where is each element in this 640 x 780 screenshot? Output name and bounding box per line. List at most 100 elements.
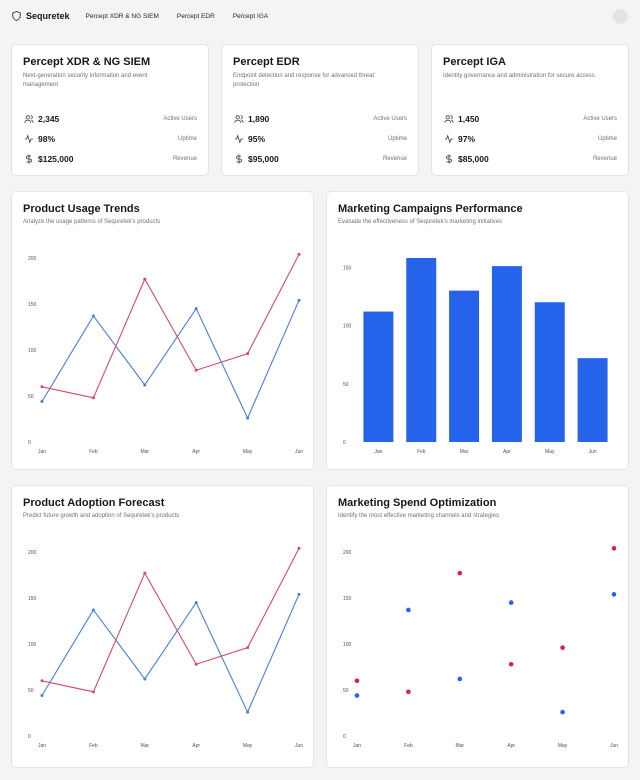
bar[interactable] (363, 311, 394, 442)
x-tick-label: May (558, 743, 568, 749)
data-point[interactable] (246, 416, 250, 420)
x-tick-label: Jun (295, 743, 303, 749)
data-point[interactable] (194, 368, 198, 372)
data-point[interactable] (143, 383, 147, 387)
stat-value: 1,890 (248, 114, 270, 124)
data-point[interactable] (508, 661, 514, 667)
brand-name: Sequretek (26, 11, 70, 21)
stat-uptime: 98% Uptime (23, 133, 197, 145)
data-point[interactable] (354, 678, 360, 684)
data-point[interactable] (91, 396, 95, 400)
stat-active-users: 2,345 Active Users (23, 113, 197, 125)
data-point[interactable] (297, 546, 301, 550)
bar[interactable] (449, 290, 480, 442)
data-point[interactable] (457, 570, 463, 576)
data-point[interactable] (194, 307, 198, 311)
chart-title: Product Adoption Forecast (23, 497, 165, 509)
chart-subtitle: Identify the most effective marketing ch… (338, 513, 499, 519)
data-point[interactable] (91, 314, 95, 318)
data-point[interactable] (40, 400, 44, 404)
product-card-edr: Percept EDR Endpoint detection and respo… (221, 44, 419, 176)
data-point[interactable] (297, 298, 301, 302)
data-point[interactable] (406, 689, 411, 695)
data-point[interactable] (297, 592, 301, 596)
chart-subtitle: Evaluate the effectiveness of Sequretek'… (338, 219, 503, 225)
series-line (41, 594, 300, 714)
bar[interactable] (577, 358, 608, 442)
y-tick-label: 0 (28, 734, 31, 740)
data-point[interactable] (611, 546, 617, 551)
adoption-forecast-chart: 0 50 100 150 200 Jan Feb Mar Apr May Jun (28, 546, 303, 749)
nav-link-xdr[interactable]: Percept XDR & NG SIEM (85, 12, 159, 20)
nav-link-iga[interactable]: Percept IGA (232, 12, 269, 20)
stat-label: Revenue (382, 156, 407, 162)
stat-label: Uptime (177, 136, 197, 142)
chart-title: Marketing Spend Optimization (338, 497, 497, 509)
x-tick-label: May (545, 449, 555, 455)
x-tick-label: Mar (455, 743, 464, 749)
dollar-icon (233, 154, 244, 165)
data-point[interactable] (297, 252, 301, 256)
stat-uptime: 97% Uptime (443, 133, 617, 145)
x-tick-label: Jun (610, 743, 618, 749)
y-tick-label: 100 (343, 324, 352, 330)
activity-icon (23, 134, 34, 145)
data-point[interactable] (560, 645, 565, 650)
data-point[interactable] (611, 592, 617, 597)
dollar-icon (23, 154, 34, 165)
series-line (41, 548, 300, 693)
campaigns-chart: 0 50 100 150 Jan Feb Mar Apr May Jun (343, 258, 608, 455)
y-tick-label: 100 (28, 642, 37, 648)
data-point[interactable] (194, 601, 198, 605)
x-tick-label: Apr (507, 743, 515, 749)
y-tick-label: 50 (28, 688, 34, 694)
stat-active-users: 1,890 Active Users (233, 113, 407, 125)
stat-label: Active Users (373, 116, 407, 122)
data-point[interactable] (457, 676, 463, 682)
data-point[interactable] (406, 607, 411, 613)
data-point[interactable] (246, 710, 250, 714)
x-tick-label: Mar (140, 743, 149, 749)
stat-label: Active Users (583, 116, 617, 122)
avatar[interactable] (613, 9, 628, 24)
bar[interactable] (491, 266, 522, 442)
usage-trends-chart: 0 50 100 150 200 Jan Feb Mar Apr May Jun (28, 252, 303, 455)
x-tick-label: Mar (140, 449, 149, 455)
data-point[interactable] (91, 608, 95, 612)
x-tick-label: Jan (38, 743, 46, 749)
product-card-xdr: Percept XDR & NG SIEM Next-generation se… (11, 44, 209, 176)
data-point[interactable] (91, 690, 95, 694)
x-tick-label: Jun (295, 449, 303, 455)
data-point[interactable] (560, 709, 565, 715)
x-tick-label: Apr (192, 449, 200, 455)
data-point[interactable] (143, 571, 147, 575)
data-point[interactable] (143, 677, 147, 681)
data-point[interactable] (508, 600, 514, 605)
data-point[interactable] (354, 693, 360, 698)
data-point[interactable] (246, 646, 250, 650)
data-point[interactable] (143, 277, 147, 281)
x-tick-label: Jan (353, 743, 361, 749)
product-title: Percept IGA (443, 56, 506, 68)
data-point[interactable] (246, 352, 250, 356)
y-tick-label: 200 (28, 550, 37, 556)
x-tick-label: Feb (404, 743, 413, 749)
stat-value: $95,000 (248, 154, 279, 164)
chart-card-adoption-forecast: Product Adoption Forecast Predict future… (11, 485, 314, 768)
y-tick-label: 150 (28, 596, 37, 602)
x-tick-label: Apr (503, 449, 511, 455)
stat-label: Revenue (592, 156, 617, 162)
data-point[interactable] (40, 385, 44, 389)
chart-subtitle: Analyze the usage patterns of Sequretek'… (23, 219, 161, 225)
data-point[interactable] (40, 679, 44, 683)
brand[interactable]: Sequretek (12, 11, 70, 21)
chart-card-spend-optimization: Marketing Spend Optimization Identify th… (326, 485, 629, 768)
bar[interactable] (406, 258, 437, 442)
data-point[interactable] (194, 662, 198, 666)
x-tick-label: May (243, 743, 253, 749)
bar[interactable] (534, 302, 565, 442)
data-point[interactable] (40, 694, 44, 698)
stat-value: $125,000 (38, 154, 74, 164)
stat-value: $85,000 (458, 154, 489, 164)
nav-link-edr[interactable]: Percept EDR (176, 12, 215, 20)
